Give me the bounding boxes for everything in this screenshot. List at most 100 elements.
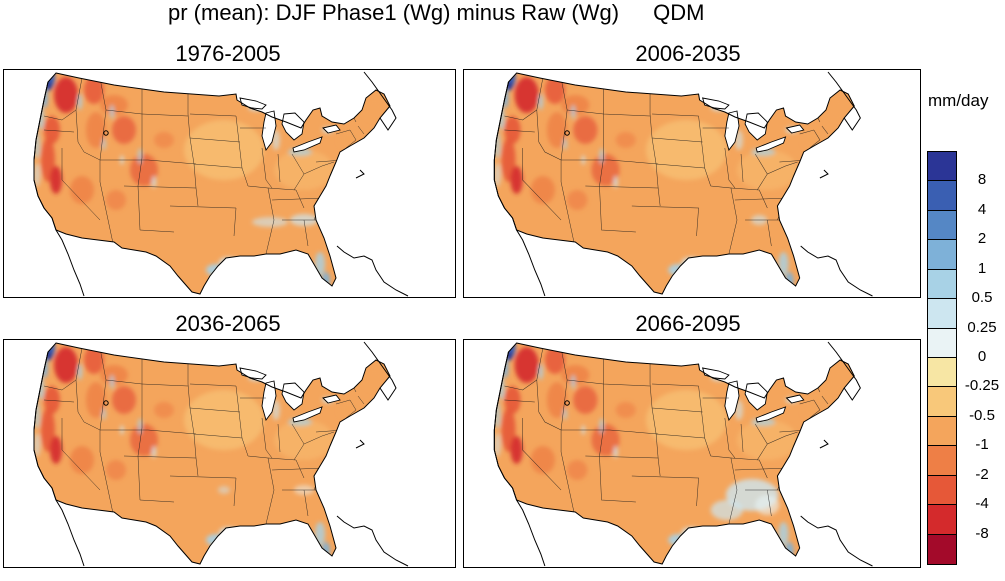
precip-anomaly-patch — [546, 112, 568, 148]
precip-anomaly-patch — [206, 534, 226, 546]
great-lake — [292, 136, 323, 153]
precip-anomaly-patch — [514, 77, 539, 113]
colorbar-tick-label: -2 — [975, 465, 989, 483]
colorbar-tick-label: -4 — [975, 495, 989, 513]
usa-outline — [33, 72, 391, 295]
precip-anomaly-patch — [110, 105, 114, 119]
precip-anomaly-patch — [44, 386, 60, 414]
figure-title-text: pr (mean): DJF Phase1 (Wg) minus Raw (Wg… — [168, 0, 620, 25]
precip-anomaly-patch — [544, 76, 566, 104]
precip-anomaly-patch — [668, 534, 689, 546]
great-lake — [755, 136, 787, 153]
precip-anomaly-patch — [710, 500, 744, 520]
precip-anomaly-patch — [184, 120, 264, 180]
precip-anomaly-patch — [504, 116, 521, 144]
precip-anomaly-patch — [152, 176, 156, 188]
great-lake — [322, 394, 341, 404]
precip-anomaly-patch — [530, 176, 555, 204]
precip-anomaly-patch — [86, 112, 106, 148]
colorbar-segment — [928, 475, 956, 506]
coastline — [33, 341, 409, 567]
usa-map-4 — [493, 341, 873, 567]
precip-anomaly-patch — [563, 138, 568, 150]
precip-anomaly-patch — [315, 522, 325, 546]
colorbar-segment — [928, 328, 956, 358]
precip-anomaly-patch — [538, 364, 543, 380]
precip-anomaly-patch — [44, 116, 60, 144]
usa-outline — [493, 72, 855, 295]
precip-anomaly-patch — [494, 163, 501, 187]
precip-anomaly-patch — [615, 132, 636, 148]
lake-marker — [564, 130, 570, 136]
precip-anomaly-patch — [86, 382, 106, 418]
map-panel-4 — [463, 339, 921, 568]
precip-anomaly-patch — [645, 390, 727, 450]
precip-anomaly-patch — [591, 154, 620, 186]
precip-anomaly-patch — [70, 176, 94, 204]
precip-anomaly-patch — [827, 370, 849, 390]
precip-anomaly-patch — [668, 264, 689, 276]
precip-anomaly-patch — [591, 424, 620, 456]
colorbar-segment — [928, 534, 956, 564]
precip-anomaly-patch — [514, 347, 539, 383]
precip-anomaly-patch — [34, 433, 40, 457]
colorbar-tick-label: 4 — [977, 200, 987, 218]
precip-anomaly-patch — [184, 390, 264, 450]
precip-anomaly-patch — [546, 382, 568, 418]
lake-marker — [103, 400, 109, 406]
colorbar-segment — [928, 358, 956, 388]
precip-anomaly-patch — [364, 100, 384, 120]
panel-title-3: 2036-2065 — [175, 311, 281, 336]
colorbar-tick-label: -1 — [975, 436, 989, 454]
precip-anomaly-patch — [807, 392, 828, 408]
map-panel-3 — [3, 339, 456, 568]
precip-anomaly-patch — [787, 454, 808, 466]
great-lake — [744, 382, 768, 411]
colorbar-segment — [928, 446, 956, 476]
precip-anomaly-patch — [573, 386, 598, 414]
colorbar-tick-label: -0.25 — [964, 377, 1000, 395]
precip-anomaly-patch — [315, 252, 325, 276]
precip-anomaly-patch — [571, 105, 576, 119]
coastline — [493, 341, 873, 567]
precip-anomaly-patch — [112, 386, 136, 414]
precip-anomaly-patch — [494, 433, 501, 457]
precip-anomaly-patch — [785, 542, 794, 558]
coastline — [493, 71, 873, 297]
precip-anomaly-patch — [70, 446, 94, 474]
precip-anomaly-patch — [152, 446, 156, 458]
precip-anomaly-patch — [50, 166, 62, 194]
precip-anomaly-patch — [510, 436, 523, 464]
colorbar-tick-label: 2 — [977, 230, 987, 248]
precip-anomaly-patch — [645, 120, 727, 180]
precip-anomaly-patch — [130, 154, 158, 186]
colorbar-tick-label: 8 — [977, 171, 987, 189]
great-lake — [724, 110, 740, 151]
precip-anomaly-patch — [567, 460, 588, 480]
precip-anomaly-patch — [538, 94, 543, 110]
precip-anomaly-patch — [218, 486, 230, 494]
colorbar-segment — [928, 387, 956, 417]
usa-map-3 — [33, 341, 409, 567]
precip-anomaly-patch — [571, 375, 576, 389]
panel-title-1: 1976-2005 — [175, 41, 281, 66]
precip-anomaly-patch — [206, 264, 226, 276]
precip-anomaly-patch — [827, 100, 849, 120]
colorbar-segment — [928, 505, 956, 535]
panel-title-4: 2066-2095 — [635, 311, 741, 336]
precip-anomaly-patch — [106, 460, 126, 480]
colorbar-tick-label: 0 — [977, 348, 987, 365]
precip-anomaly-patch — [791, 219, 804, 231]
great-lake — [261, 380, 277, 421]
precip-anomaly-patch — [252, 217, 288, 227]
great-lake — [785, 394, 805, 404]
precip-anomaly-patch — [112, 116, 136, 144]
precip-anomaly-patch — [567, 190, 588, 210]
great-lake — [785, 124, 805, 134]
precip-anomaly-patch — [274, 420, 334, 460]
precip-anomaly-patch — [544, 346, 566, 374]
precip-anomaly-patch — [102, 138, 106, 150]
precip-anomaly-patch — [778, 522, 789, 546]
colorbar-segment — [928, 210, 956, 241]
colorbar-tick-label: -0.5 — [969, 406, 995, 424]
